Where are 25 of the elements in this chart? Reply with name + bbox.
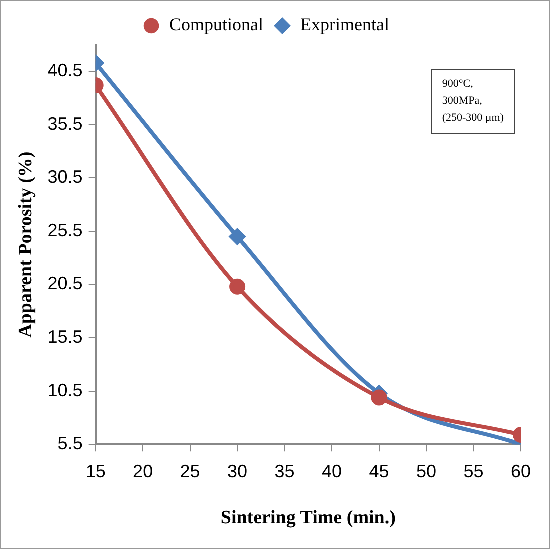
x-tick-label: 25	[180, 461, 200, 482]
annotation: 900°C,	[442, 77, 474, 92]
y-tick-label: 10.5	[48, 380, 83, 400]
x-tick-label: 60	[510, 461, 532, 482]
y-tick-label: 40.5	[48, 60, 83, 81]
annotation: (250-300 µm)	[442, 111, 504, 126]
x-tick-label: 15	[86, 461, 106, 482]
annotation: 300MPa,	[442, 94, 484, 109]
x-tick-label: 30	[228, 461, 248, 482]
x-tick-label: 55	[464, 461, 484, 482]
y-tick-label: 15.5	[48, 327, 83, 348]
x-tick-label: 45	[369, 461, 390, 482]
x-tick-label: 20	[133, 461, 154, 482]
y-tick-label: 30.5	[48, 167, 83, 188]
y-axis-title: Apparent Porosity (%)	[15, 152, 36, 338]
x-tick-label: 40	[322, 461, 342, 482]
y-tick-label: 25.5	[48, 220, 83, 240]
x-axis-title: Sintering Time (min.)	[220, 508, 396, 529]
x-tick-label: 35	[274, 461, 295, 482]
legend-label: Exprimental	[300, 14, 390, 35]
y-tick-label: 5.5	[58, 434, 83, 454]
x-tick-label: 50	[416, 461, 437, 482]
y-tick-label: 20.5	[48, 274, 83, 294]
y-tick-label: 35.5	[48, 114, 83, 134]
legend-label: Computional	[170, 14, 264, 35]
